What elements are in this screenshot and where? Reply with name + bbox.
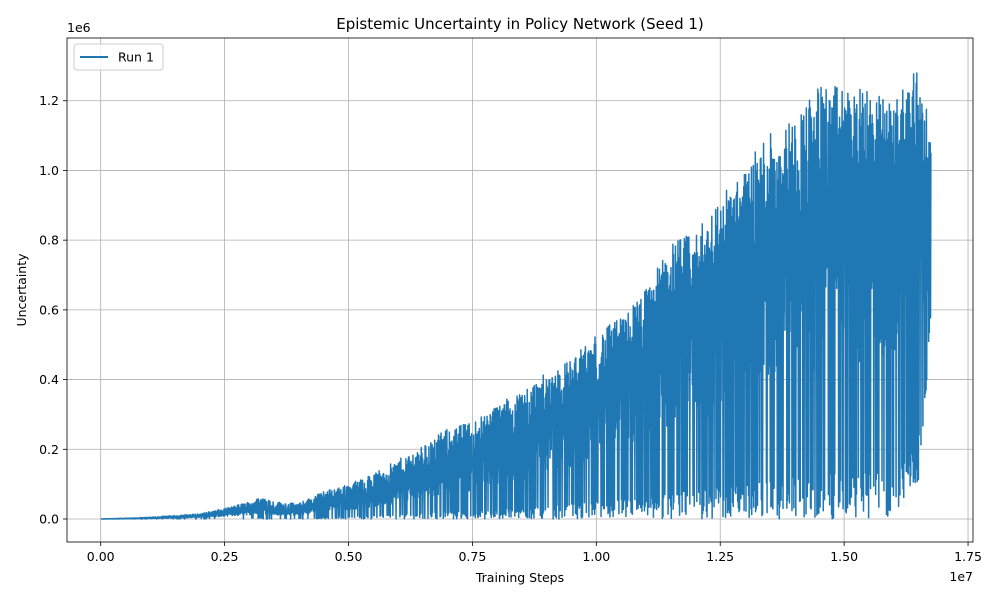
legend-entry-run-1: Run 1: [118, 50, 154, 65]
legend: Run 1: [73, 43, 164, 71]
y-axis-ticks: 0.0 0.2 0.4 0.6 0.8 1.0 1.2: [39, 93, 67, 526]
y-tick-label: 0.4: [39, 372, 59, 387]
y-axis-label: Uncertainty: [14, 253, 29, 327]
y-tick-label: 0.0: [39, 511, 59, 526]
y-tick-label: 1.0: [39, 163, 59, 178]
x-axis-offset-label: 1e7: [949, 569, 973, 584]
y-tick-label: 0.6: [39, 302, 59, 317]
legend-box: [73, 43, 164, 71]
x-axis-ticks: 0.00 0.25 0.50 0.75 1.00 1.25 1.50 1.75: [87, 542, 982, 564]
axes-frame: [66, 37, 974, 543]
plot-area: [100, 72, 932, 520]
y-tick-label: 0.8: [39, 233, 59, 248]
x-tick-label: 1.25: [706, 549, 734, 564]
series-line-run-1: [100, 72, 932, 520]
x-tick-label: 1.75: [954, 549, 982, 564]
x-tick-label: 1.50: [830, 549, 858, 564]
y-axis-offset-label: 1e6: [67, 20, 91, 35]
y-tick-label: 1.2: [39, 93, 59, 108]
x-tick-label: 0.75: [458, 549, 486, 564]
x-tick-label: 0.00: [87, 549, 115, 564]
x-tick-label: 0.25: [211, 549, 239, 564]
y-tick-label: 0.2: [39, 442, 59, 457]
x-tick-label: 0.50: [335, 549, 363, 564]
x-axis-label: Training Steps: [475, 570, 564, 585]
chart-title: Epistemic Uncertainty in Policy Network …: [336, 15, 704, 33]
x-tick-label: 1.00: [582, 549, 610, 564]
